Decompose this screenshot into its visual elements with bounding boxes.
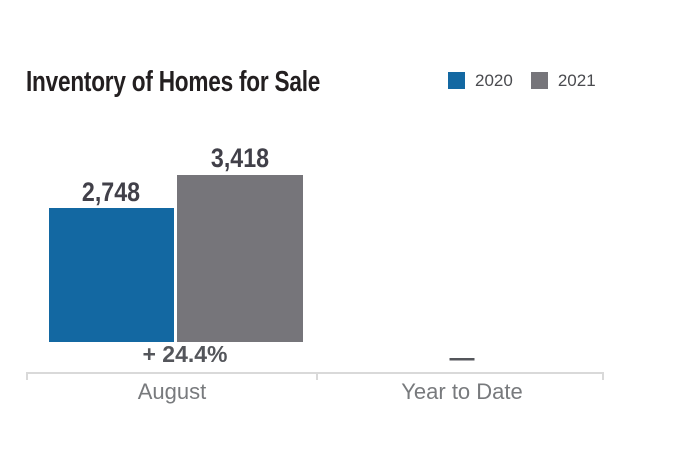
bar-2021-august bbox=[177, 175, 303, 342]
legend-swatch-2020 bbox=[448, 72, 465, 89]
legend-swatch-2021 bbox=[530, 72, 548, 89]
chart-title: Inventory of Homes for Sale bbox=[26, 66, 321, 98]
category-label-year-to-date: Year to Date bbox=[401, 379, 523, 404]
bar-value-2020: 2,748 bbox=[81, 177, 141, 207]
legend-label-2021: 2021 bbox=[557, 71, 596, 90]
change-label-year-to-date: — bbox=[449, 344, 475, 372]
x-axis-tick-divider bbox=[316, 372, 318, 380]
legend-label-2020: 2020 bbox=[475, 71, 513, 90]
bar-2020-august bbox=[49, 208, 174, 342]
x-axis-tick-right bbox=[602, 372, 604, 380]
x-axis-line bbox=[26, 372, 604, 374]
x-axis-tick-left bbox=[26, 372, 28, 380]
change-label-august: + 24.4% bbox=[142, 341, 228, 367]
legend: 2020 2021 bbox=[448, 72, 596, 89]
bar-value-2021: 3,418 bbox=[210, 143, 270, 173]
category-label-august: August bbox=[137, 379, 207, 404]
